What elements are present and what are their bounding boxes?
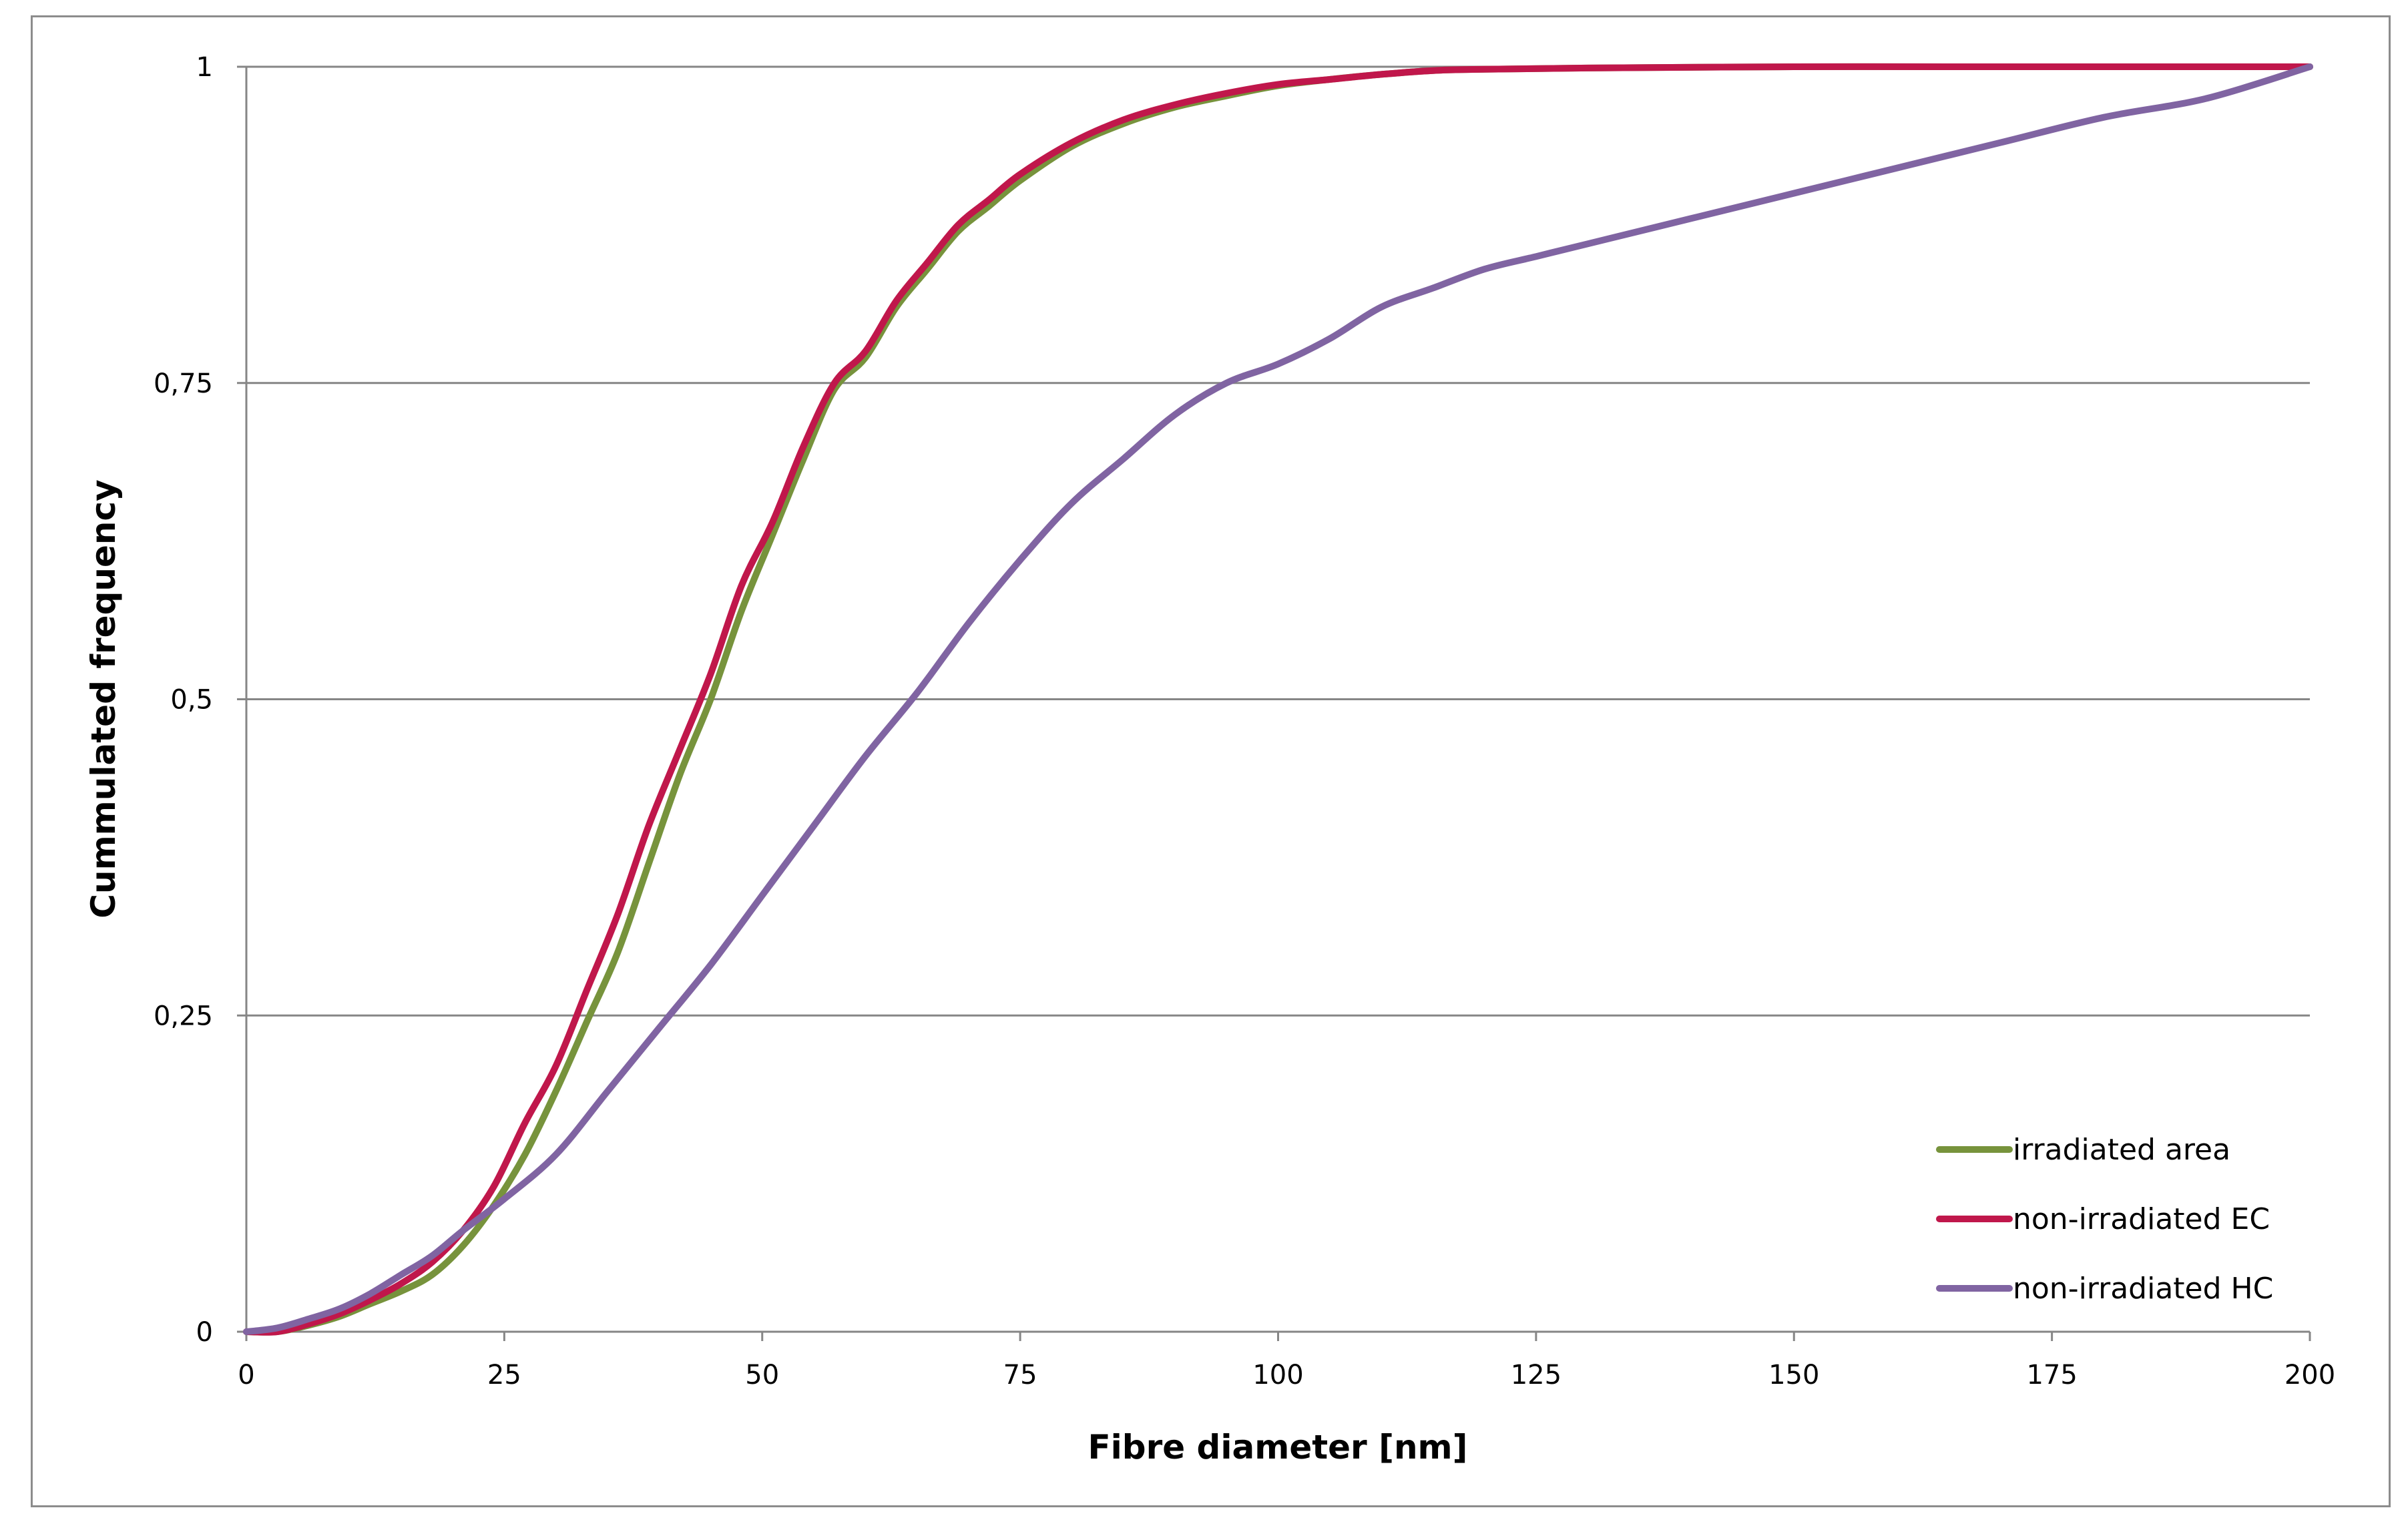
x-tick-label-5: 125: [1511, 1360, 1561, 1390]
x-tick-label-8: 200: [2284, 1360, 2335, 1390]
y-tick-label-0: 0: [196, 1317, 213, 1348]
y-axis-title: Cummulated frequency: [84, 479, 123, 918]
y-tick-label-4: 1: [196, 52, 213, 83]
x-tick-label-7: 175: [2026, 1360, 2077, 1390]
x-tick-label-3: 75: [1003, 1360, 1037, 1390]
legend-label-2: non-irradiated HC: [2013, 1272, 2273, 1306]
x-tick-label-1: 25: [487, 1360, 521, 1390]
legend: irradiated area non-irradiated EC non-irra…: [1936, 1133, 2273, 1306]
tick-labels: 0 25 50 75 100 125 150 175 200 0 0,25 0,5 0,75 1: [154, 52, 2335, 1390]
series-line-non-irradiated-hc: [243, 63, 2313, 1335]
x-tick-label-4: 100: [1252, 1360, 1303, 1390]
x-tick-label-0: 0: [238, 1360, 254, 1390]
y-tick-label-2: 0,5: [170, 685, 213, 716]
x-tick-label-6: 150: [1768, 1360, 1819, 1390]
legend-label-0: irradiated area: [2013, 1133, 2230, 1167]
series-lines: [243, 63, 2313, 1336]
gridlines: [246, 65, 2310, 1017]
x-axis-title: Fibre diameter [nm]: [1088, 1428, 1467, 1467]
series-line-non-irradiated-ec: [243, 63, 2313, 1336]
axes: [237, 65, 2311, 1341]
legend-label-1: non-irradiated EC: [2013, 1202, 2270, 1236]
y-tick-label-3: 0,75: [154, 368, 213, 399]
x-tick-label-2: 50: [745, 1360, 779, 1390]
y-tick-label-1: 0,25: [154, 1001, 213, 1031]
